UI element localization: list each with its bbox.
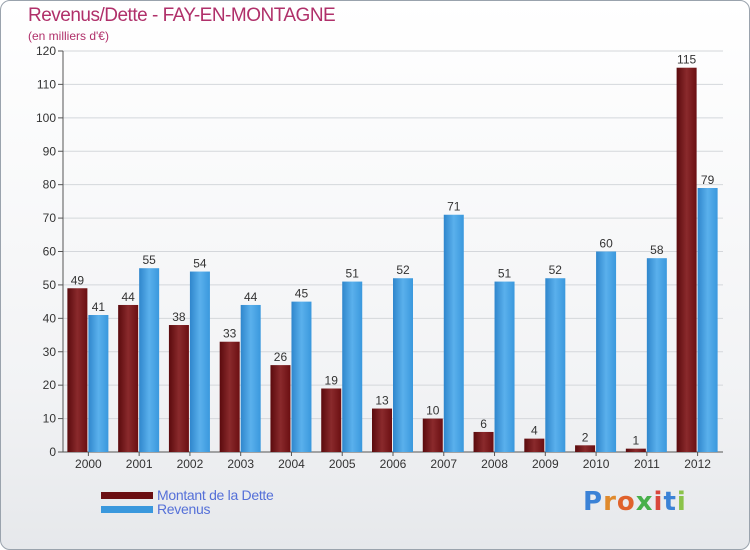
bar-revenus [139,268,160,452]
x-tick-label: 2010 [583,457,610,471]
legend-item-dette: Montant de la Dette [101,487,274,503]
proxiti-logo: Proxiti [583,487,687,517]
bar-revenus [393,278,413,452]
logo-letter: t [663,487,677,517]
data-label-revenus: 54 [193,257,207,271]
logo-letter: P [583,487,604,517]
data-label-revenus: 58 [650,243,664,257]
bar-revenus [545,278,566,452]
x-tick-label: 2006 [380,457,407,471]
data-label-dette: 1 [633,434,640,448]
bar-dette [473,431,494,452]
y-tick-label: 60 [43,245,57,259]
x-tick-label: 2008 [481,457,508,471]
data-label-revenus: 51 [498,267,512,281]
y-tick-label: 40 [43,311,57,325]
bar-dette [372,408,392,452]
bar-dette [118,304,139,452]
bar-revenus [240,304,261,452]
bar-revenus [189,271,210,452]
logo-letter: i [653,487,664,517]
data-label-revenus: 52 [549,263,563,277]
bar-revenus [596,251,617,452]
bar-dette [524,438,545,452]
y-tick-label: 50 [43,278,57,292]
logo-letter: x [635,487,654,517]
logo-letter: i [676,487,687,517]
bar-revenus [291,301,312,452]
bar-revenus [342,281,363,452]
y-tick-label: 70 [43,211,57,225]
data-label-dette: 4 [531,424,538,438]
y-tick-label: 20 [43,378,57,392]
logo-letter: o [616,487,636,517]
bar-revenus [443,214,464,452]
legend: Montant de la Dette Revenus [101,487,274,517]
bar-revenus [494,281,515,452]
data-label-revenus: 55 [142,253,156,267]
bar-dette [625,448,646,452]
x-tick-label: 2001 [126,457,153,471]
data-label-dette: 38 [172,310,186,324]
bar-dette [270,365,291,452]
bar-dette [67,288,88,452]
data-label-revenus: 51 [346,267,360,281]
y-tick-label: 90 [43,144,57,158]
bar-revenus [646,258,667,452]
x-tick-label: 2000 [75,457,102,471]
x-tick-label: 2012 [684,457,711,471]
y-tick-label: 0 [49,445,56,459]
data-label-dette: 19 [325,374,339,388]
chart-subtitle: (en milliers d'€) [28,29,109,43]
data-label-revenus: 52 [396,263,410,277]
data-label-dette: 49 [71,273,85,287]
bar-dette [676,67,697,452]
data-label-dette: 13 [375,394,389,408]
bar-dette [219,341,240,452]
bar-dette [168,325,189,452]
data-label-revenus: 41 [92,300,106,314]
y-tick-label: 80 [43,178,57,192]
data-label-dette: 2 [582,430,589,444]
bar-dette [575,445,596,452]
data-label-dette: 6 [480,417,487,431]
bar-revenus [88,314,109,452]
data-label-revenus: 71 [447,200,461,214]
legend-swatch-dette [101,491,153,499]
x-tick-label: 2005 [329,457,356,471]
data-label-dette: 115 [677,53,696,67]
legend-label-dette: Montant de la Dette [157,487,274,503]
data-label-dette: 26 [274,350,288,364]
x-tick-label: 2007 [430,457,457,471]
bar-revenus [697,188,718,452]
chart-title: Revenus/Dette - FAY-EN-MONTAGNE [28,5,336,26]
x-tick-label: 2003 [227,457,254,471]
y-tick-label: 30 [43,345,57,359]
x-tick-label: 2004 [278,457,305,471]
y-tick-label: 120 [36,44,56,58]
bar-dette [422,418,443,452]
y-tick-label: 10 [43,412,57,426]
x-tick-label: 2009 [532,457,559,471]
legend-swatch-revenus [101,505,153,513]
data-label-dette: 33 [223,327,237,341]
data-label-dette: 44 [121,290,135,304]
data-label-revenus: 60 [599,237,613,251]
bar-dette [321,388,342,452]
data-label-revenus: 45 [295,287,309,301]
y-tick-label: 110 [37,77,56,91]
x-tick-label: 2011 [634,457,660,471]
logo-letter: r [603,487,617,517]
data-label-revenus: 44 [244,290,258,304]
y-tick-label: 100 [36,111,56,125]
legend-label-revenus: Revenus [157,501,211,517]
legend-item-revenus: Revenus [101,501,274,517]
data-label-dette: 10 [426,404,440,418]
data-label-revenus: 79 [701,173,715,187]
x-tick-label: 2002 [177,457,204,471]
